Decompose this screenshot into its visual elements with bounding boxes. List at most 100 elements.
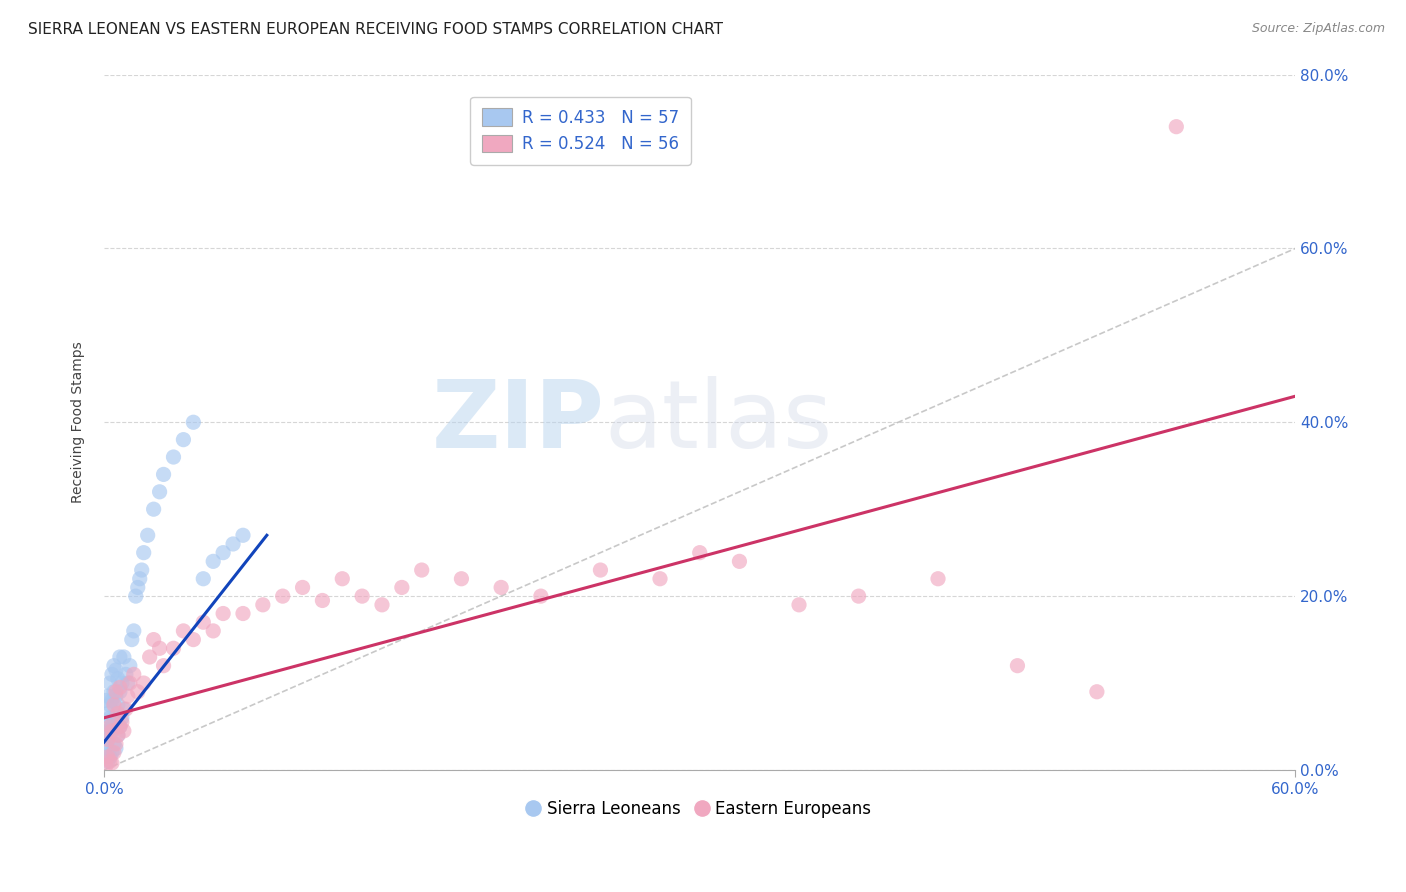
- Point: [104, 685, 127, 699]
- Point: [330, 572, 353, 586]
- Point: [112, 650, 135, 665]
- Point: [183, 415, 205, 429]
- Point: [112, 723, 135, 738]
- Point: [648, 572, 671, 586]
- Point: [107, 728, 129, 742]
- Point: [98, 754, 121, 768]
- Point: [104, 741, 127, 756]
- Point: [111, 715, 134, 730]
- Point: [728, 554, 751, 568]
- Point: [1166, 120, 1188, 134]
- Point: [125, 589, 148, 603]
- Point: [252, 598, 274, 612]
- Point: [101, 693, 124, 707]
- Point: [121, 632, 143, 647]
- Point: [1007, 658, 1029, 673]
- Point: [128, 572, 150, 586]
- Point: [98, 676, 121, 690]
- Point: [152, 658, 174, 673]
- Point: [101, 719, 124, 733]
- Text: atlas: atlas: [605, 376, 832, 468]
- Point: [122, 667, 145, 681]
- Point: [122, 624, 145, 638]
- Point: [232, 607, 254, 621]
- Point: [98, 728, 121, 742]
- Point: [104, 715, 127, 730]
- Point: [371, 598, 394, 612]
- Legend: Sierra Leoneans, Eastern Europeans: Sierra Leoneans, Eastern Europeans: [522, 793, 877, 824]
- Point: [172, 624, 194, 638]
- Point: [108, 650, 131, 665]
- Point: [104, 737, 127, 751]
- Point: [98, 750, 121, 764]
- Point: [94, 693, 117, 707]
- Point: [1085, 685, 1108, 699]
- Point: [848, 589, 870, 603]
- Point: [111, 676, 134, 690]
- Point: [101, 723, 124, 738]
- Point: [271, 589, 294, 603]
- Point: [138, 650, 160, 665]
- Point: [127, 581, 149, 595]
- Point: [787, 598, 810, 612]
- Point: [352, 589, 374, 603]
- Point: [391, 581, 413, 595]
- Point: [101, 756, 124, 770]
- Point: [232, 528, 254, 542]
- Point: [132, 546, 155, 560]
- Point: [101, 667, 124, 681]
- Point: [107, 728, 129, 742]
- Point: [107, 672, 129, 686]
- Point: [117, 676, 139, 690]
- Text: SIERRA LEONEAN VS EASTERN EUROPEAN RECEIVING FOOD STAMPS CORRELATION CHART: SIERRA LEONEAN VS EASTERN EUROPEAN RECEI…: [28, 22, 723, 37]
- Point: [108, 719, 131, 733]
- Point: [127, 685, 149, 699]
- Point: [97, 732, 120, 747]
- Point: [97, 706, 120, 721]
- Point: [689, 546, 711, 560]
- Point: [114, 667, 136, 681]
- Point: [103, 746, 125, 760]
- Point: [530, 589, 553, 603]
- Text: ZIP: ZIP: [432, 376, 605, 468]
- Point: [103, 711, 125, 725]
- Point: [132, 676, 155, 690]
- Point: [142, 632, 165, 647]
- Point: [411, 563, 433, 577]
- Point: [103, 698, 125, 712]
- Point: [104, 663, 127, 677]
- Point: [108, 685, 131, 699]
- Point: [291, 581, 314, 595]
- Point: [450, 572, 472, 586]
- Point: [101, 746, 124, 760]
- Point: [108, 719, 131, 733]
- Point: [149, 641, 172, 656]
- Point: [193, 615, 215, 630]
- Point: [172, 433, 194, 447]
- Point: [111, 711, 134, 725]
- Point: [131, 563, 153, 577]
- Point: [193, 572, 215, 586]
- Point: [183, 632, 205, 647]
- Point: [97, 750, 120, 764]
- Point: [103, 737, 125, 751]
- Point: [103, 658, 125, 673]
- Point: [97, 689, 120, 703]
- Y-axis label: Receiving Food Stamps: Receiving Food Stamps: [72, 342, 86, 503]
- Point: [97, 741, 120, 756]
- Point: [311, 593, 333, 607]
- Point: [212, 607, 235, 621]
- Point: [149, 484, 172, 499]
- Point: [927, 572, 949, 586]
- Point: [94, 737, 117, 751]
- Point: [103, 685, 125, 699]
- Point: [114, 702, 136, 716]
- Point: [202, 554, 225, 568]
- Point: [589, 563, 612, 577]
- Point: [107, 698, 129, 712]
- Point: [212, 546, 235, 560]
- Point: [104, 689, 127, 703]
- Point: [97, 754, 120, 768]
- Point: [98, 711, 121, 725]
- Point: [118, 658, 141, 673]
